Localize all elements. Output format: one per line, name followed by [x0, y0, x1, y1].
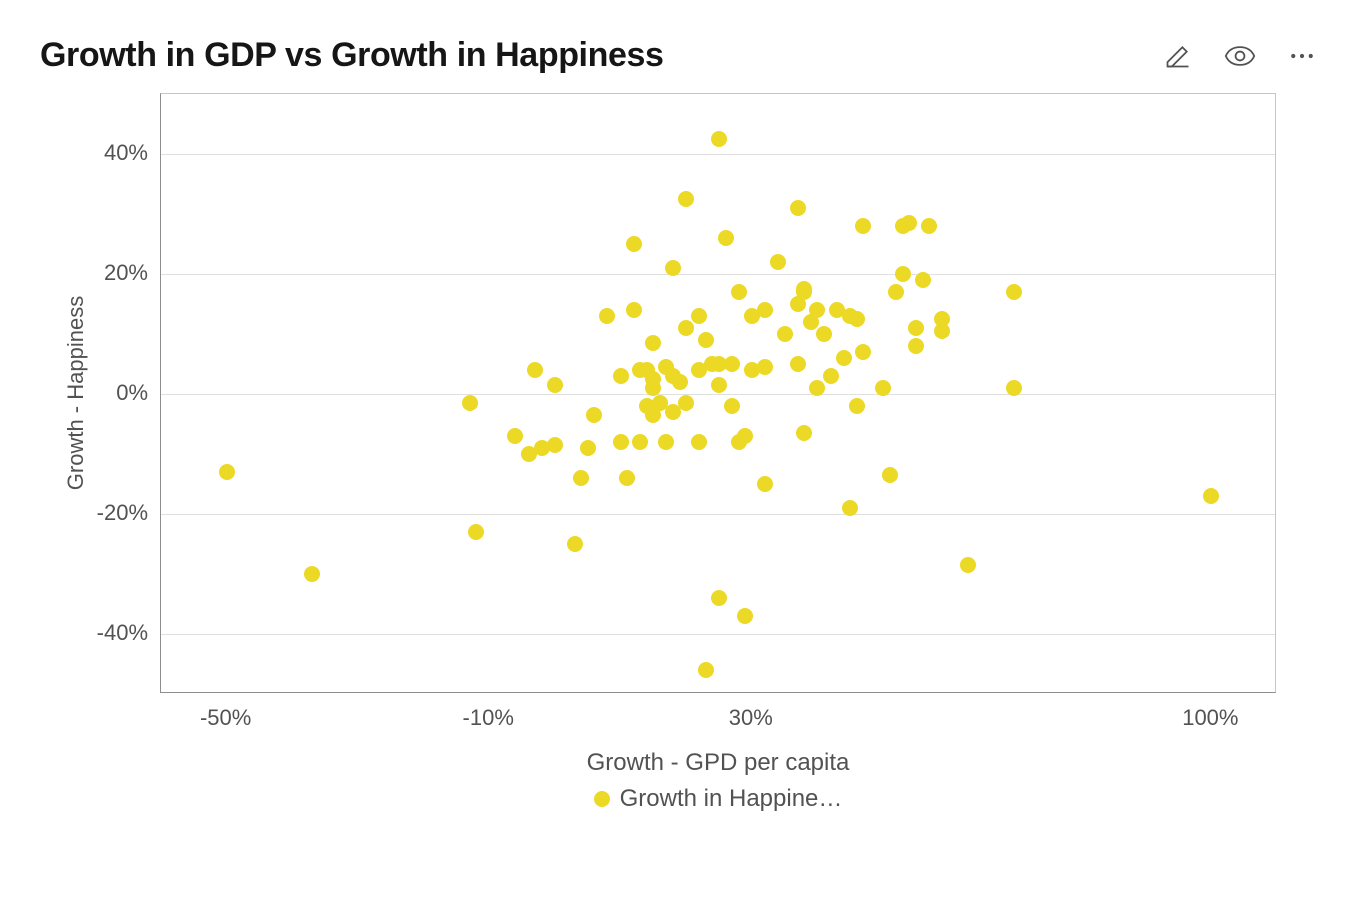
- chart-title: Growth in GDP vs Growth in Happiness: [40, 36, 664, 75]
- scatter-point: [613, 434, 629, 450]
- scatter-point: [586, 407, 602, 423]
- scatter-point: [507, 428, 523, 444]
- scatter-point: [698, 332, 714, 348]
- scatter-point: [882, 467, 898, 483]
- scatter-point: [527, 362, 543, 378]
- scatter-point: [796, 425, 812, 441]
- scatter-point: [790, 356, 806, 372]
- scatter-point: [855, 218, 871, 234]
- scatter-point: [855, 344, 871, 360]
- scatter-point: [737, 428, 753, 444]
- scatter-point: [462, 395, 478, 411]
- gridline: [161, 274, 1275, 275]
- scatter-point: [678, 320, 694, 336]
- scatter-point: [960, 557, 976, 573]
- scatter-point: [711, 131, 727, 147]
- card-header: Growth in GDP vs Growth in Happiness: [40, 36, 1316, 75]
- gridline: [161, 394, 1275, 395]
- scatter-point: [908, 338, 924, 354]
- scatter-point: [1006, 284, 1022, 300]
- scatter-point: [691, 434, 707, 450]
- chart-card: Growth in GDP vs Growth in Happiness Gr: [0, 0, 1356, 898]
- scatter-point: [711, 590, 727, 606]
- scatter-point: [724, 398, 740, 414]
- scatter-point: [573, 470, 589, 486]
- legend-swatch: [594, 791, 610, 807]
- y-tick-label: 20%: [40, 260, 148, 286]
- scatter-point: [849, 398, 865, 414]
- x-tick-label: -10%: [463, 705, 514, 731]
- more-icon[interactable]: [1288, 42, 1316, 70]
- scatter-point: [219, 464, 235, 480]
- scatter-point: [737, 608, 753, 624]
- y-tick-label: 40%: [40, 140, 148, 166]
- scatter-point: [678, 395, 694, 411]
- scatter-point: [790, 200, 806, 216]
- scatter-point: [626, 236, 642, 252]
- scatter-point: [626, 302, 642, 318]
- chart-area: Growth - Happiness -40%-20%0%20%40% -50%…: [40, 93, 1316, 833]
- edit-icon[interactable]: [1164, 42, 1192, 70]
- scatter-point: [672, 374, 688, 390]
- scatter-point: [921, 218, 937, 234]
- scatter-point: [691, 308, 707, 324]
- legend: Growth in Happine…: [160, 785, 1276, 813]
- scatter-point: [816, 326, 832, 342]
- scatter-point: [836, 350, 852, 366]
- scatter-point: [823, 368, 839, 384]
- gridline: [161, 514, 1275, 515]
- scatter-point: [665, 260, 681, 276]
- x-axis-label: Growth - GPD per capita: [160, 749, 1276, 777]
- x-tick-label: -50%: [200, 705, 251, 731]
- gridline: [161, 154, 1275, 155]
- scatter-point: [678, 191, 694, 207]
- scatter-point: [731, 284, 747, 300]
- scatter-point: [613, 368, 629, 384]
- scatter-point: [599, 308, 615, 324]
- gridline: [161, 634, 1275, 635]
- x-tick-label: 100%: [1182, 705, 1238, 731]
- legend-label: Growth in Happine…: [620, 785, 843, 813]
- scatter-point: [698, 662, 714, 678]
- scatter-point: [875, 380, 891, 396]
- scatter-point: [757, 302, 773, 318]
- scatter-point: [724, 356, 740, 372]
- scatter-point: [580, 440, 596, 456]
- scatter-point: [567, 536, 583, 552]
- x-tick-label: 30%: [729, 705, 773, 731]
- scatter-point: [632, 434, 648, 450]
- scatter-point: [770, 254, 786, 270]
- preview-icon[interactable]: [1224, 42, 1256, 70]
- scatter-point: [901, 215, 917, 231]
- scatter-point: [849, 311, 865, 327]
- scatter-point: [1203, 488, 1219, 504]
- scatter-point: [809, 302, 825, 318]
- y-tick-label: -20%: [40, 500, 148, 526]
- scatter-point: [915, 272, 931, 288]
- scatter-point: [895, 266, 911, 282]
- scatter-point: [658, 434, 674, 450]
- scatter-point: [619, 470, 635, 486]
- scatter-point: [645, 335, 661, 351]
- scatter-point: [468, 524, 484, 540]
- y-tick-label: 0%: [40, 380, 148, 406]
- y-tick-label: -40%: [40, 620, 148, 646]
- scatter-point: [718, 230, 734, 246]
- scatter-point: [547, 437, 563, 453]
- scatter-point: [304, 566, 320, 582]
- scatter-point: [888, 284, 904, 300]
- scatter-point: [757, 359, 773, 375]
- scatter-point: [547, 377, 563, 393]
- scatter-point: [711, 377, 727, 393]
- scatter-point: [908, 320, 924, 336]
- plot-area: [160, 93, 1276, 693]
- scatter-point: [757, 476, 773, 492]
- scatter-point: [777, 326, 793, 342]
- header-actions: [1164, 42, 1316, 70]
